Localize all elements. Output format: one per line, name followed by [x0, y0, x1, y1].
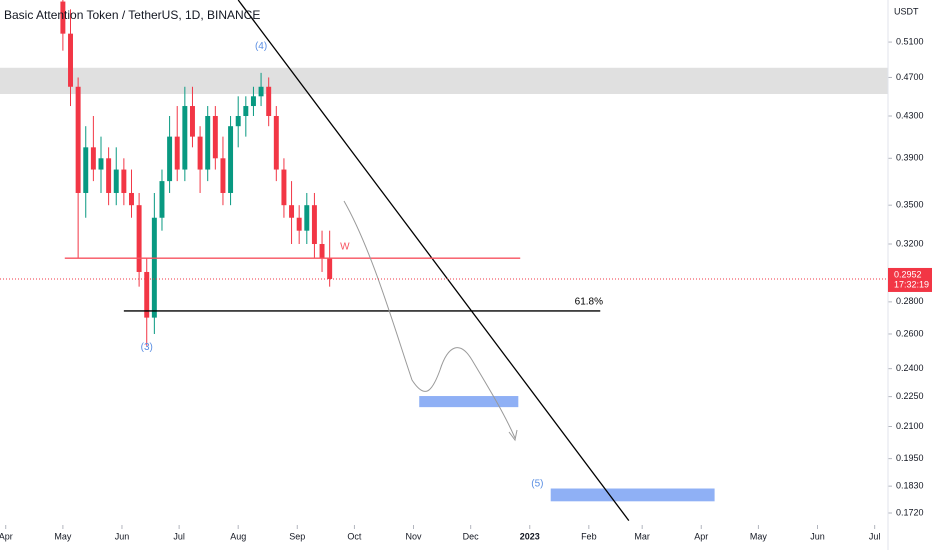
x-tick-label: Jun: [115, 531, 130, 541]
annotation: W: [340, 241, 350, 252]
y-tick-label: 0.3200: [896, 238, 924, 248]
annotation: (3): [141, 342, 153, 353]
y-tick-label: 0.1720: [896, 507, 924, 517]
x-tick-label: Aug: [230, 531, 246, 541]
y-tick-label: 0.2600: [896, 328, 924, 338]
zone: [550, 488, 715, 502]
candle-body: [205, 115, 211, 170]
x-tick-label: Nov: [406, 531, 423, 541]
y-tick-label: 0.4700: [896, 72, 924, 82]
x-tick-label: May: [54, 531, 72, 541]
candle-body: [327, 257, 333, 279]
annotation: 61.8%: [575, 297, 603, 308]
drawn-line: [237, 0, 630, 522]
axis-unit: USDT: [894, 6, 919, 16]
x-tick-label: Apr: [0, 531, 13, 541]
x-tick-label: Jun: [810, 531, 825, 541]
candle-body: [68, 33, 73, 87]
projection-curve: [343, 200, 516, 439]
x-tick-label: Jul: [869, 531, 881, 541]
y-tick-label: 0.1950: [896, 453, 924, 463]
candle-body: [311, 205, 317, 245]
y-tick-label: 0.1830: [896, 481, 924, 491]
candle-body: [266, 86, 272, 116]
candle-body: [159, 181, 165, 218]
candle-body: [121, 169, 127, 193]
x-tick-label: Feb: [581, 531, 597, 541]
y-tick-label: 0.2800: [896, 296, 924, 306]
candle-body: [243, 106, 249, 116]
candle-body: [304, 205, 310, 231]
candle-body: [83, 147, 89, 193]
candle-body: [296, 217, 302, 231]
candle-body: [281, 169, 287, 206]
annotation: (5): [531, 478, 543, 489]
candle-body: [250, 96, 256, 107]
x-tick-label: May: [750, 531, 768, 541]
chart-title: Basic Attention Token / TetherUS, 1D, BI…: [4, 8, 260, 22]
annotation: (4): [255, 41, 267, 52]
candle-body: [106, 158, 112, 193]
candle-body: [174, 136, 180, 170]
candle-body: [273, 115, 279, 170]
y-tick-label: 0.5100: [896, 36, 924, 46]
y-tick-label: 0.2250: [896, 391, 924, 401]
candle-body: [90, 147, 96, 170]
x-tick-label: Oct: [347, 531, 362, 541]
projection-arrowhead: [508, 429, 518, 442]
x-tick-label: Dec: [463, 531, 480, 541]
candle-body: [220, 158, 226, 193]
candle-body: [167, 136, 173, 182]
y-tick-label: 0.3500: [896, 200, 924, 210]
candle-body: [60, 1, 66, 34]
candle-body: [182, 106, 188, 170]
zone: [419, 396, 519, 408]
price-label-box: [888, 267, 932, 292]
y-tick-label: 0.3900: [896, 153, 924, 163]
candle-body: [189, 106, 195, 137]
candle-body: [235, 115, 241, 127]
x-tick-label: 2023: [520, 531, 540, 541]
candle-body: [129, 192, 134, 206]
y-tick-label: 0.4300: [896, 110, 924, 120]
candle-body: [228, 126, 234, 193]
candle-body: [98, 158, 104, 170]
candle-body: [289, 205, 295, 218]
last-price-label: 0.2952: [894, 269, 922, 279]
candle-body: [258, 86, 264, 97]
y-tick-label: 0.2400: [896, 363, 924, 373]
zone: [0, 67, 888, 94]
candle-body: [212, 115, 218, 159]
plot-area: [0, 0, 888, 522]
candle-body: [144, 271, 150, 318]
x-tick-label: Mar: [634, 531, 650, 541]
candle-body: [151, 217, 157, 318]
countdown-label: 17:32:19: [894, 279, 929, 289]
candle-body: [136, 205, 142, 272]
x-tick-label: Apr: [694, 531, 708, 541]
x-tick-label: Sep: [289, 531, 305, 541]
candle-body: [113, 169, 119, 193]
y-tick-label: 0.2100: [896, 421, 924, 431]
candle-body: [75, 86, 81, 193]
candle-body: [197, 136, 203, 170]
candle-body: [319, 244, 325, 258]
x-tick-label: Jul: [173, 531, 185, 541]
